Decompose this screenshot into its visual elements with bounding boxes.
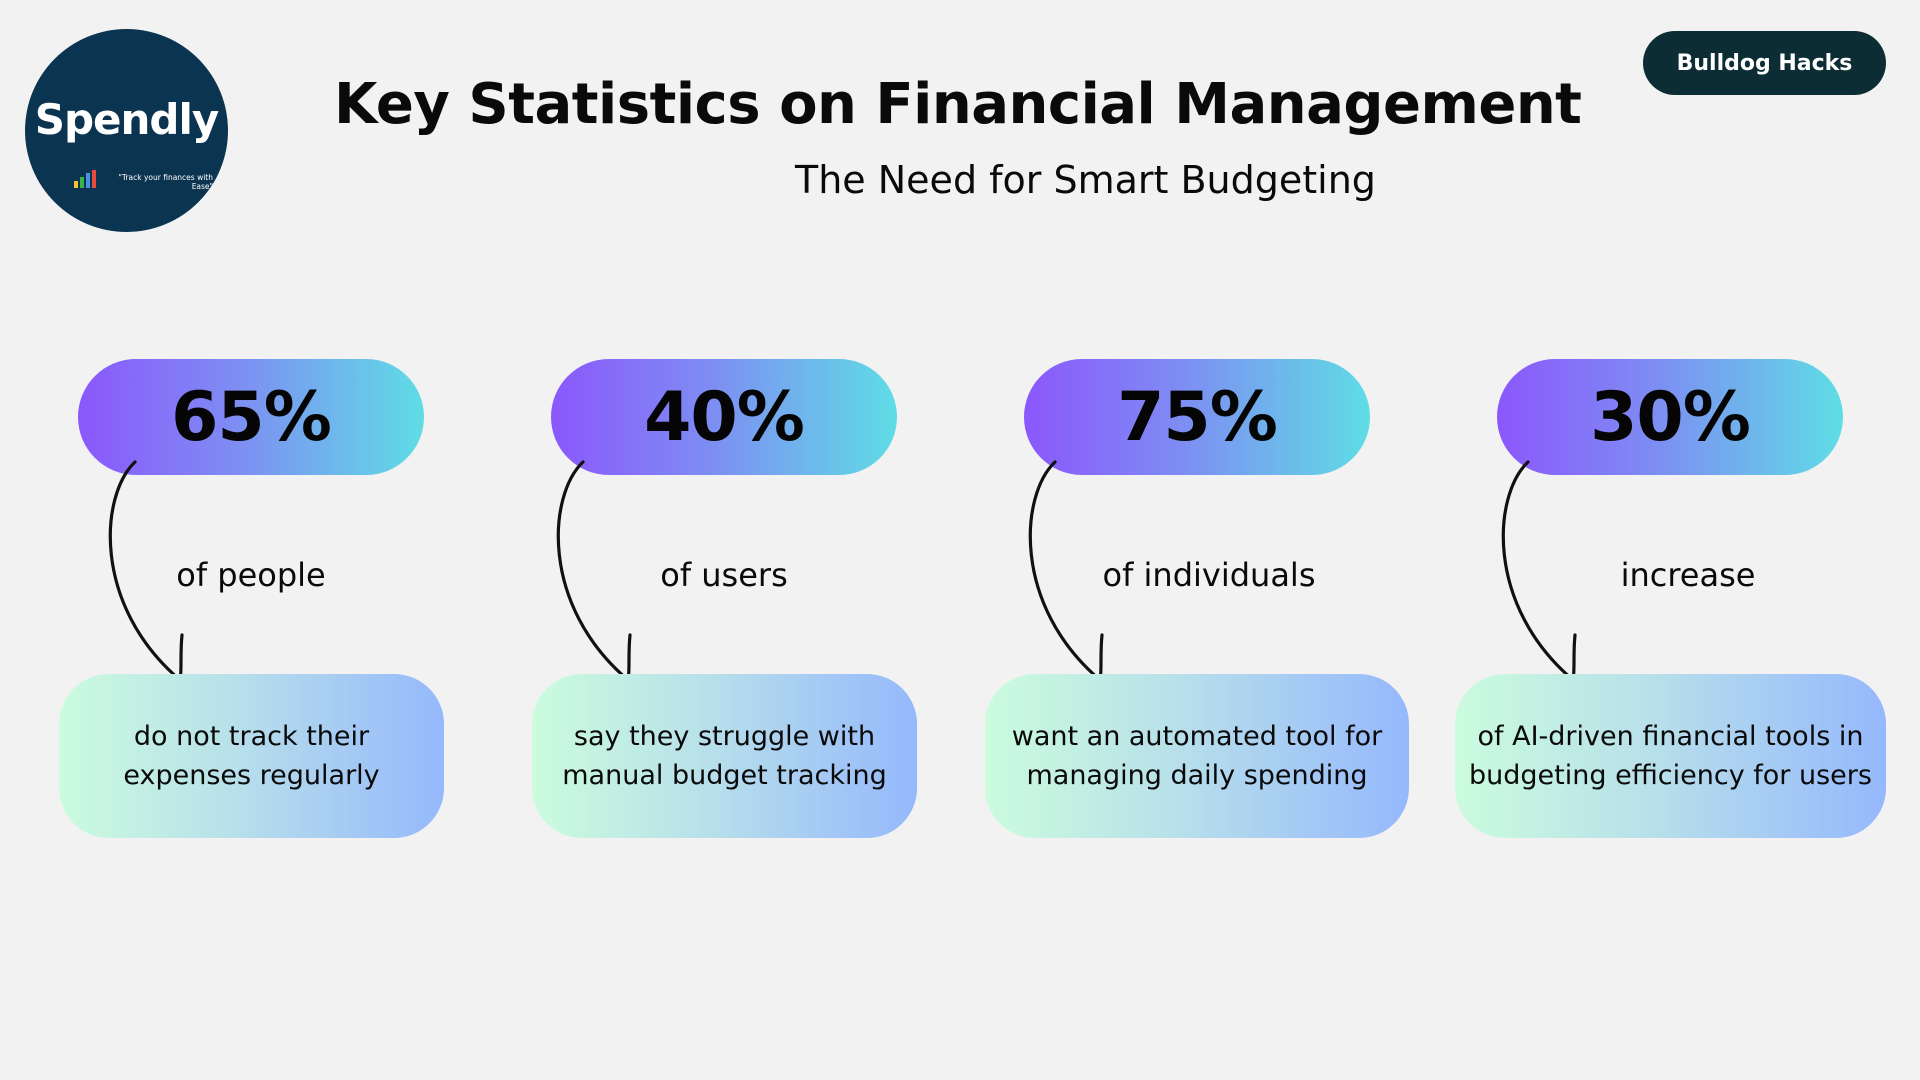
- logo-name: Spendly: [34, 95, 220, 144]
- stat-label-3: of individuals: [1102, 556, 1316, 594]
- stat-value-2: 40%: [551, 359, 897, 475]
- curved-arrow-icon: [108, 460, 184, 693]
- stat-value-4: 30%: [1497, 359, 1843, 475]
- bulldog-hacks-badge: Bulldog Hacks: [1643, 31, 1886, 95]
- curved-arrow-icon: [1501, 460, 1577, 693]
- stat-label-1: of people: [176, 556, 326, 594]
- stat-label-2: of users: [660, 556, 788, 594]
- stat-description-4: of AI-driven financial tools in budgetin…: [1455, 674, 1886, 838]
- curved-arrow-icon: [556, 460, 632, 693]
- curved-arrow-icon: [1028, 460, 1104, 693]
- stat-value-1: 65%: [78, 359, 424, 475]
- stat-description-2: say they struggle with manual budget tra…: [532, 674, 917, 838]
- page-subtitle: The Need for Smart Budgeting: [795, 158, 1376, 202]
- stat-description-3: want an automated tool for managing dail…: [985, 674, 1409, 838]
- page-title: Key Statistics on Financial Management: [334, 72, 1582, 137]
- spendly-logo: Spendly "Track your finances with Ease": [25, 29, 228, 232]
- stat-description-1: do not track their expenses regularly: [59, 674, 444, 838]
- stat-label-4: increase: [1620, 556, 1756, 594]
- logo-bar-chart-icon: [74, 170, 96, 188]
- stat-value-3: 75%: [1024, 359, 1370, 475]
- logo-tagline: "Track your finances with Ease": [118, 173, 213, 191]
